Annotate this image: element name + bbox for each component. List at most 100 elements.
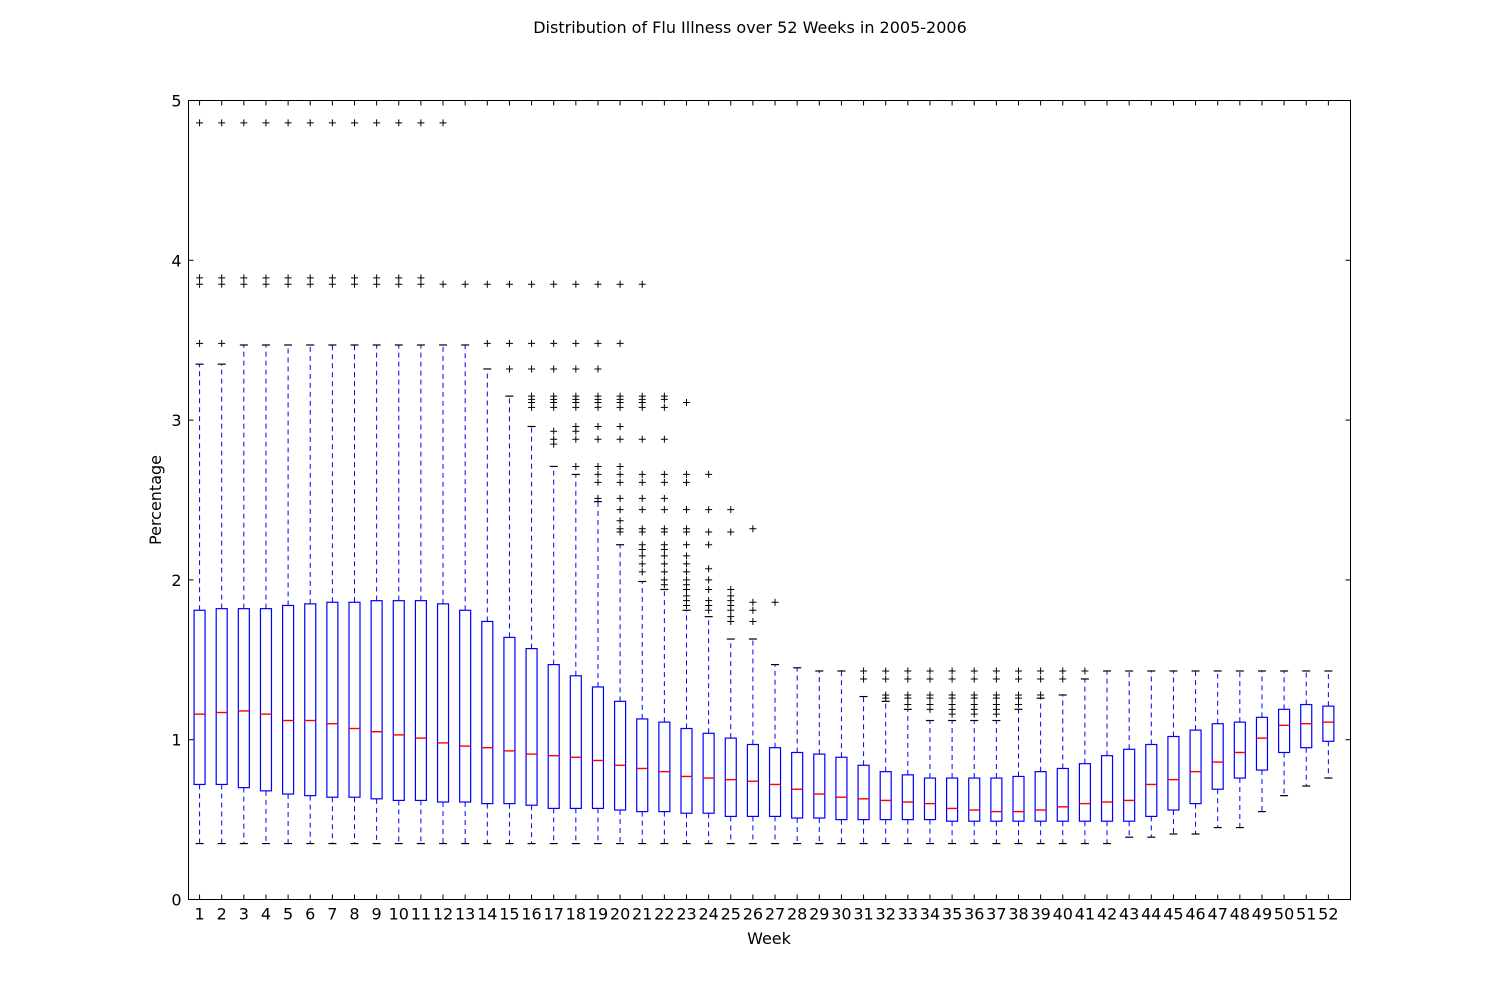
flier-point: [395, 274, 403, 282]
flier-point: [727, 528, 735, 536]
flier-point: [638, 525, 646, 533]
flier-point: [505, 280, 513, 288]
iqr-box: [791, 751, 804, 819]
flier-point: [616, 494, 624, 502]
flier-point: [660, 568, 668, 576]
box-week-49: [1255, 670, 1269, 813]
flier-point: [638, 506, 646, 514]
iqr-box: [923, 777, 937, 821]
flier-point: [705, 576, 713, 584]
flier-point: [904, 701, 912, 709]
flier-point: [948, 701, 956, 709]
flier-point: [616, 339, 624, 347]
box-week-47: [1211, 670, 1224, 829]
flier-point: [616, 392, 624, 400]
x-tick-label: 13: [455, 905, 475, 924]
box-week-41: [1078, 667, 1092, 845]
iqr-box: [1145, 743, 1158, 818]
box-week-48: [1233, 670, 1246, 829]
chart-title: Distribution of Flu Illness over 52 Week…: [533, 18, 967, 37]
box-week-38: [1012, 667, 1025, 845]
iqr-box: [990, 777, 1003, 822]
iqr-box: [370, 600, 383, 800]
box-week-15: [503, 280, 516, 845]
flier-point: [1059, 667, 1067, 675]
x-tick-label: 33: [898, 905, 918, 924]
x-tick-label: 43: [1119, 905, 1139, 924]
iqr-box: [1123, 748, 1136, 822]
x-tick-label: 24: [698, 905, 718, 924]
flier-point: [240, 280, 248, 288]
box-week-23: [680, 399, 693, 845]
iqr-box: [481, 620, 494, 805]
flier-point: [926, 675, 934, 683]
iqr-box: [1300, 703, 1313, 749]
iqr-box: [658, 721, 671, 813]
x-tick-label: 23: [676, 905, 696, 924]
y-tick-label: 5: [171, 92, 181, 111]
iqr-box: [1100, 755, 1114, 822]
box-week-43: [1123, 670, 1136, 838]
box-week-5: [282, 119, 295, 845]
y-axis: 0 1 2 3 4 5: [171, 92, 1351, 910]
flier-point: [417, 280, 425, 288]
flier-point: [572, 280, 580, 288]
box-week-8: [348, 119, 361, 845]
flier-point: [705, 470, 713, 478]
flier-point: [528, 280, 536, 288]
x-tick-label: 25: [721, 905, 741, 924]
flier-point: [638, 280, 646, 288]
x-tick-label: 15: [499, 905, 519, 924]
x-tick-label: 16: [521, 905, 541, 924]
x-tick-label: 6: [305, 905, 315, 924]
iqr-box: [304, 603, 317, 797]
flier-point: [594, 478, 602, 486]
flier-point: [660, 392, 668, 400]
x-tick-label: 46: [1185, 905, 1205, 924]
flier-point: [860, 675, 868, 683]
flier-point: [683, 592, 690, 600]
iqr-box: [591, 686, 605, 810]
box-week-32: [879, 667, 892, 845]
y-axis-label: Percentage: [146, 455, 165, 545]
flier-point: [505, 365, 513, 373]
flier-point: [572, 422, 580, 430]
iqr-box: [1189, 729, 1202, 805]
flier-point: [550, 280, 558, 288]
flier-point: [417, 119, 425, 127]
flier-point: [970, 691, 978, 699]
x-tick-label: 48: [1230, 905, 1250, 924]
x-tick-label: 21: [632, 905, 652, 924]
flier-point: [882, 667, 890, 675]
flier-point: [572, 435, 580, 443]
flier-point: [683, 541, 690, 549]
box-week-35: [945, 667, 959, 845]
flier-point: [550, 392, 558, 400]
flier-point: [1037, 667, 1045, 675]
flier-point: [727, 613, 735, 621]
x-axis-label: Week: [747, 929, 792, 948]
box-week-39: [1034, 667, 1047, 845]
flier-point: [439, 119, 447, 127]
flier-point: [373, 280, 381, 288]
y-tick-label: 3: [171, 411, 181, 430]
flier-point: [1015, 701, 1022, 709]
flier-point: [749, 617, 757, 625]
flier-point: [594, 435, 602, 443]
box-week-22: [658, 392, 671, 845]
x-tick-label: 50: [1274, 905, 1294, 924]
x-tick-label: 2: [217, 905, 227, 924]
box-week-27: [768, 598, 782, 845]
flier-point: [616, 517, 624, 525]
iqr-box: [1211, 723, 1224, 790]
flier-point: [705, 506, 713, 514]
flier-point: [948, 691, 956, 699]
flier-point: [594, 392, 602, 400]
x-tick-label: 52: [1318, 905, 1338, 924]
flier-point: [528, 365, 536, 373]
y-tick-label: 0: [171, 891, 181, 910]
iqr-box: [968, 777, 981, 822]
box-week-29: [813, 670, 826, 845]
iqr-box: [193, 609, 206, 786]
